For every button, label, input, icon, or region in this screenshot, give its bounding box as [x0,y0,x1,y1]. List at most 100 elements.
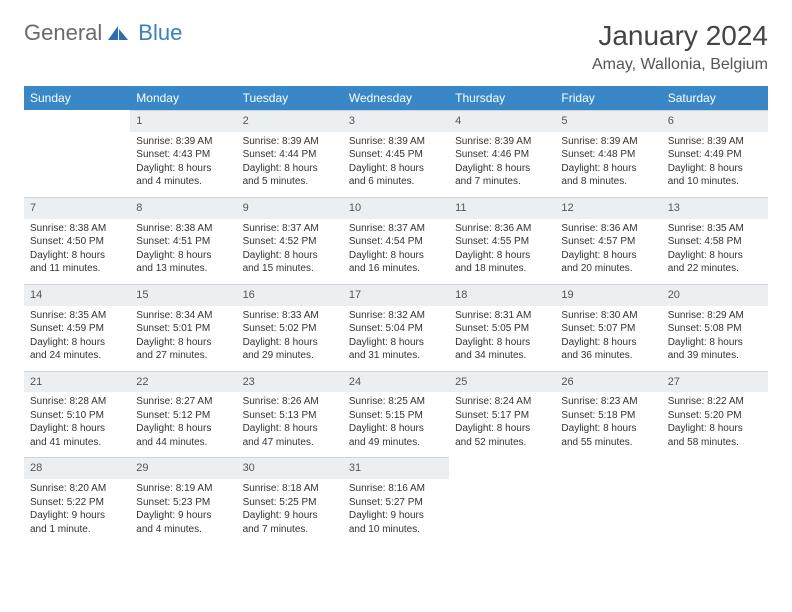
day-content: Sunrise: 8:39 AMSunset: 4:45 PMDaylight:… [343,132,449,197]
day-number: 2 [237,110,343,132]
calendar-day-cell [555,457,661,544]
day-header: Sunday [24,86,130,110]
calendar-day-cell: 19Sunrise: 8:30 AMSunset: 5:07 PMDayligh… [555,284,661,371]
location-text: Amay, Wallonia, Belgium [592,56,768,74]
day-number: 31 [343,457,449,479]
day-content: Sunrise: 8:36 AMSunset: 4:57 PMDaylight:… [555,219,661,284]
day-content: Sunrise: 8:29 AMSunset: 5:08 PMDaylight:… [662,306,768,371]
day-header: Tuesday [237,86,343,110]
calendar-day-cell: 15Sunrise: 8:34 AMSunset: 5:01 PMDayligh… [130,284,236,371]
day-content: Sunrise: 8:16 AMSunset: 5:27 PMDaylight:… [343,479,449,544]
day-number: 17 [343,284,449,306]
day-number: 28 [24,457,130,479]
day-number: 3 [343,110,449,132]
logo-sail-icon [106,24,130,42]
title-block: January 2024 Amay, Wallonia, Belgium [592,20,768,74]
calendar-day-cell: 24Sunrise: 8:25 AMSunset: 5:15 PMDayligh… [343,371,449,458]
day-number: 8 [130,197,236,219]
calendar-day-cell: 2Sunrise: 8:39 AMSunset: 4:44 PMDaylight… [237,110,343,197]
calendar-day-cell: 22Sunrise: 8:27 AMSunset: 5:12 PMDayligh… [130,371,236,458]
page-header: General Blue January 2024 Amay, Wallonia… [24,20,768,74]
day-content: Sunrise: 8:24 AMSunset: 5:17 PMDaylight:… [449,392,555,457]
calendar-day-cell: 18Sunrise: 8:31 AMSunset: 5:05 PMDayligh… [449,284,555,371]
day-number: 7 [24,197,130,219]
calendar-day-cell: 11Sunrise: 8:36 AMSunset: 4:55 PMDayligh… [449,197,555,284]
day-number: 5 [555,110,661,132]
day-number: 19 [555,284,661,306]
day-number: 22 [130,371,236,393]
day-number: 16 [237,284,343,306]
calendar-week-row: 28Sunrise: 8:20 AMSunset: 5:22 PMDayligh… [24,457,768,544]
day-content: Sunrise: 8:23 AMSunset: 5:18 PMDaylight:… [555,392,661,457]
calendar-week-row: 7Sunrise: 8:38 AMSunset: 4:50 PMDaylight… [24,197,768,284]
day-content: Sunrise: 8:30 AMSunset: 5:07 PMDaylight:… [555,306,661,371]
day-content: Sunrise: 8:39 AMSunset: 4:48 PMDaylight:… [555,132,661,197]
calendar-day-cell: 29Sunrise: 8:19 AMSunset: 5:23 PMDayligh… [130,457,236,544]
calendar-day-cell [449,457,555,544]
month-title: January 2024 [592,20,768,52]
calendar-day-cell: 4Sunrise: 8:39 AMSunset: 4:46 PMDaylight… [449,110,555,197]
day-content: Sunrise: 8:32 AMSunset: 5:04 PMDaylight:… [343,306,449,371]
day-number: 23 [237,371,343,393]
calendar-body: 1Sunrise: 8:39 AMSunset: 4:43 PMDaylight… [24,110,768,544]
calendar-day-cell: 13Sunrise: 8:35 AMSunset: 4:58 PMDayligh… [662,197,768,284]
day-number: 26 [555,371,661,393]
day-number: 9 [237,197,343,219]
calendar-day-cell: 17Sunrise: 8:32 AMSunset: 5:04 PMDayligh… [343,284,449,371]
day-content: Sunrise: 8:22 AMSunset: 5:20 PMDaylight:… [662,392,768,457]
calendar-day-cell: 31Sunrise: 8:16 AMSunset: 5:27 PMDayligh… [343,457,449,544]
calendar-day-cell: 8Sunrise: 8:38 AMSunset: 4:51 PMDaylight… [130,197,236,284]
day-number: 27 [662,371,768,393]
day-content: Sunrise: 8:38 AMSunset: 4:50 PMDaylight:… [24,219,130,284]
day-header: Thursday [449,86,555,110]
day-number: 10 [343,197,449,219]
day-content: Sunrise: 8:26 AMSunset: 5:13 PMDaylight:… [237,392,343,457]
logo: General Blue [24,20,182,46]
day-content: Sunrise: 8:36 AMSunset: 4:55 PMDaylight:… [449,219,555,284]
calendar-week-row: 1Sunrise: 8:39 AMSunset: 4:43 PMDaylight… [24,110,768,197]
day-number: 6 [662,110,768,132]
calendar-day-cell: 26Sunrise: 8:23 AMSunset: 5:18 PMDayligh… [555,371,661,458]
calendar-day-cell: 10Sunrise: 8:37 AMSunset: 4:54 PMDayligh… [343,197,449,284]
day-content: Sunrise: 8:39 AMSunset: 4:49 PMDaylight:… [662,132,768,197]
day-header: Wednesday [343,86,449,110]
calendar-day-cell: 7Sunrise: 8:38 AMSunset: 4:50 PMDaylight… [24,197,130,284]
day-content: Sunrise: 8:27 AMSunset: 5:12 PMDaylight:… [130,392,236,457]
day-header: Friday [555,86,661,110]
day-number: 13 [662,197,768,219]
calendar-day-cell: 14Sunrise: 8:35 AMSunset: 4:59 PMDayligh… [24,284,130,371]
calendar-week-row: 14Sunrise: 8:35 AMSunset: 4:59 PMDayligh… [24,284,768,371]
day-number: 30 [237,457,343,479]
calendar-day-cell: 1Sunrise: 8:39 AMSunset: 4:43 PMDaylight… [130,110,236,197]
day-number: 1 [130,110,236,132]
day-content: Sunrise: 8:37 AMSunset: 4:54 PMDaylight:… [343,219,449,284]
day-number: 4 [449,110,555,132]
day-number: 21 [24,371,130,393]
day-number: 11 [449,197,555,219]
day-content: Sunrise: 8:35 AMSunset: 4:58 PMDaylight:… [662,219,768,284]
day-content: Sunrise: 8:35 AMSunset: 4:59 PMDaylight:… [24,306,130,371]
calendar-table: SundayMondayTuesdayWednesdayThursdayFrid… [24,86,768,544]
calendar-day-cell [24,110,130,197]
calendar-day-cell: 23Sunrise: 8:26 AMSunset: 5:13 PMDayligh… [237,371,343,458]
day-content: Sunrise: 8:31 AMSunset: 5:05 PMDaylight:… [449,306,555,371]
calendar-day-cell: 5Sunrise: 8:39 AMSunset: 4:48 PMDaylight… [555,110,661,197]
day-content: Sunrise: 8:39 AMSunset: 4:46 PMDaylight:… [449,132,555,197]
calendar-day-cell: 25Sunrise: 8:24 AMSunset: 5:17 PMDayligh… [449,371,555,458]
calendar-day-cell: 20Sunrise: 8:29 AMSunset: 5:08 PMDayligh… [662,284,768,371]
day-content: Sunrise: 8:19 AMSunset: 5:23 PMDaylight:… [130,479,236,544]
calendar-day-cell: 28Sunrise: 8:20 AMSunset: 5:22 PMDayligh… [24,457,130,544]
day-number: 20 [662,284,768,306]
calendar-header-row: SundayMondayTuesdayWednesdayThursdayFrid… [24,86,768,110]
day-content: Sunrise: 8:33 AMSunset: 5:02 PMDaylight:… [237,306,343,371]
day-content: Sunrise: 8:28 AMSunset: 5:10 PMDaylight:… [24,392,130,457]
day-number: 18 [449,284,555,306]
day-number: 29 [130,457,236,479]
calendar-day-cell: 3Sunrise: 8:39 AMSunset: 4:45 PMDaylight… [343,110,449,197]
day-content: Sunrise: 8:34 AMSunset: 5:01 PMDaylight:… [130,306,236,371]
calendar-day-cell: 27Sunrise: 8:22 AMSunset: 5:20 PMDayligh… [662,371,768,458]
calendar-day-cell: 30Sunrise: 8:18 AMSunset: 5:25 PMDayligh… [237,457,343,544]
calendar-day-cell: 6Sunrise: 8:39 AMSunset: 4:49 PMDaylight… [662,110,768,197]
day-number: 24 [343,371,449,393]
logo-text-2: Blue [138,20,182,46]
